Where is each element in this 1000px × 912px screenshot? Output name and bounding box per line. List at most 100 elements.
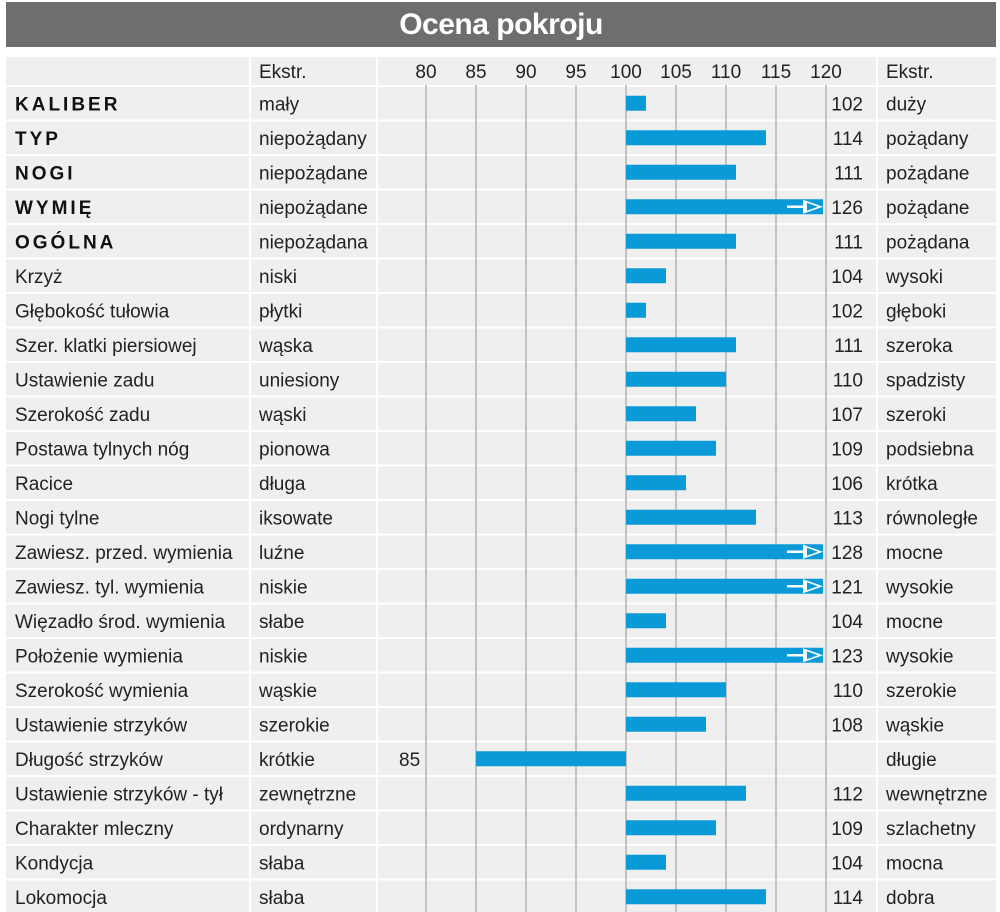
high-extreme-label: wewnętrzne — [885, 784, 987, 805]
bar — [626, 820, 716, 836]
value-label: 128 — [831, 543, 863, 564]
low-extreme-label: słaba — [259, 853, 305, 874]
value-label: 104 — [831, 267, 863, 288]
value-label: 106 — [831, 474, 863, 495]
row-bg — [6, 673, 996, 706]
trait-label: Zawiesz. przed. wymienia — [15, 543, 233, 564]
row-bg — [6, 639, 996, 672]
low-extreme-label: zewnętrzne — [259, 784, 356, 805]
value-label: 111 — [834, 232, 863, 253]
bar — [626, 199, 823, 215]
low-extreme-label: mały — [259, 94, 300, 115]
x-tick-label: 100 — [610, 62, 642, 83]
low-extreme-label: słabe — [259, 612, 304, 633]
trait-label: Długość strzyków — [15, 750, 163, 771]
row-bg — [6, 363, 996, 396]
trait-label: Więzadło środ. wymienia — [15, 612, 226, 633]
row-bg — [6, 294, 996, 327]
value-label: 114 — [833, 888, 864, 909]
value-label: 123 — [831, 646, 863, 667]
bar — [626, 95, 646, 111]
low-extreme-label: niskie — [259, 577, 308, 598]
x-tick-label: 85 — [465, 62, 486, 83]
trait-label: Racice — [15, 474, 73, 495]
trait-label: Krzyż — [15, 267, 63, 288]
low-extreme-label: wąska — [258, 336, 313, 357]
header-extreme-right: Ekstr. — [886, 62, 934, 83]
value-label: 102 — [831, 94, 863, 115]
bar — [626, 233, 736, 249]
low-extreme-label: iksowate — [259, 508, 333, 529]
value-label: 111 — [834, 336, 863, 357]
trait-label: OGÓLNA — [15, 231, 116, 253]
high-extreme-label: spadzisty — [886, 370, 966, 391]
low-extreme-label: szerokie — [259, 715, 330, 736]
row-bg — [6, 777, 996, 810]
trait-label: Głębokość tułowia — [15, 301, 170, 322]
low-extreme-label: niepożądane — [259, 163, 368, 184]
row-bg — [6, 604, 996, 637]
x-tick-label: 110 — [711, 62, 741, 83]
high-extreme-label: mocne — [886, 543, 943, 564]
trait-label: Szerokość zadu — [15, 405, 150, 426]
row-bg — [6, 87, 996, 120]
high-extreme-label: pożądany — [886, 129, 969, 150]
bar — [626, 164, 736, 180]
value-label: 126 — [831, 198, 863, 219]
bar — [626, 889, 766, 905]
bar — [626, 302, 646, 318]
value-label: 102 — [831, 301, 863, 322]
high-extreme-label: wysoki — [885, 267, 943, 288]
trait-label: Ustawienie strzyków — [15, 715, 187, 736]
bar — [626, 682, 726, 698]
low-extreme-label: niepożądany — [259, 129, 367, 150]
value-label: 113 — [833, 508, 863, 529]
trait-label: TYP — [15, 129, 61, 150]
low-extreme-label: niski — [259, 267, 297, 288]
low-extreme-label: wąskie — [258, 681, 317, 702]
x-tick-label: 90 — [515, 62, 536, 83]
header-extreme-left: Ekstr. — [259, 62, 307, 83]
low-extreme-label: słaba — [259, 888, 305, 909]
x-tick-label: 95 — [565, 62, 586, 83]
high-extreme-label: pożądana — [886, 232, 970, 253]
row-bg — [6, 501, 996, 534]
row-bg — [6, 328, 996, 361]
high-extreme-label: podsiebna — [886, 439, 974, 460]
bar — [626, 578, 823, 594]
header-row-bg — [6, 57, 996, 85]
high-extreme-label: głęboki — [886, 301, 946, 322]
row-bg — [6, 121, 996, 154]
value-label: 109 — [831, 439, 863, 460]
x-tick-label: 115 — [761, 62, 791, 83]
high-extreme-label: pożądane — [886, 198, 969, 219]
high-extreme-label: duży — [886, 94, 927, 115]
low-extreme-label: pionowa — [259, 439, 330, 460]
value-label: 109 — [831, 819, 863, 840]
high-extreme-label: wąskie — [885, 715, 944, 736]
trait-label: Nogi tylne — [15, 508, 100, 529]
value-label: 107 — [831, 405, 863, 426]
x-tick-label: 120 — [810, 62, 842, 83]
row-bg — [6, 535, 996, 568]
overflow-arrow-inner — [807, 202, 818, 211]
trait-label: KALIBER — [15, 94, 120, 115]
high-extreme-label: szerokie — [886, 681, 957, 702]
bar — [626, 647, 823, 663]
value-label: 121 — [831, 577, 863, 598]
value-label: 114 — [833, 129, 864, 150]
chart-title: Ocena pokroju — [6, 2, 996, 47]
low-extreme-label: ordynarny — [259, 819, 344, 840]
trait-label: Charakter mleczny — [15, 819, 174, 840]
high-extreme-label: szeroka — [886, 336, 953, 357]
row-bg — [6, 846, 996, 879]
trait-label: Postawa tylnych nóg — [15, 439, 189, 460]
trait-label: Szer. klatki piersiowej — [15, 336, 197, 357]
trait-label: Szerokość wymienia — [15, 681, 189, 702]
x-tick-label: 105 — [660, 62, 692, 83]
high-extreme-label: równoległe — [886, 508, 978, 529]
row-bg — [6, 259, 996, 292]
bar — [626, 613, 666, 629]
low-extreme-label: krótkie — [259, 750, 315, 771]
